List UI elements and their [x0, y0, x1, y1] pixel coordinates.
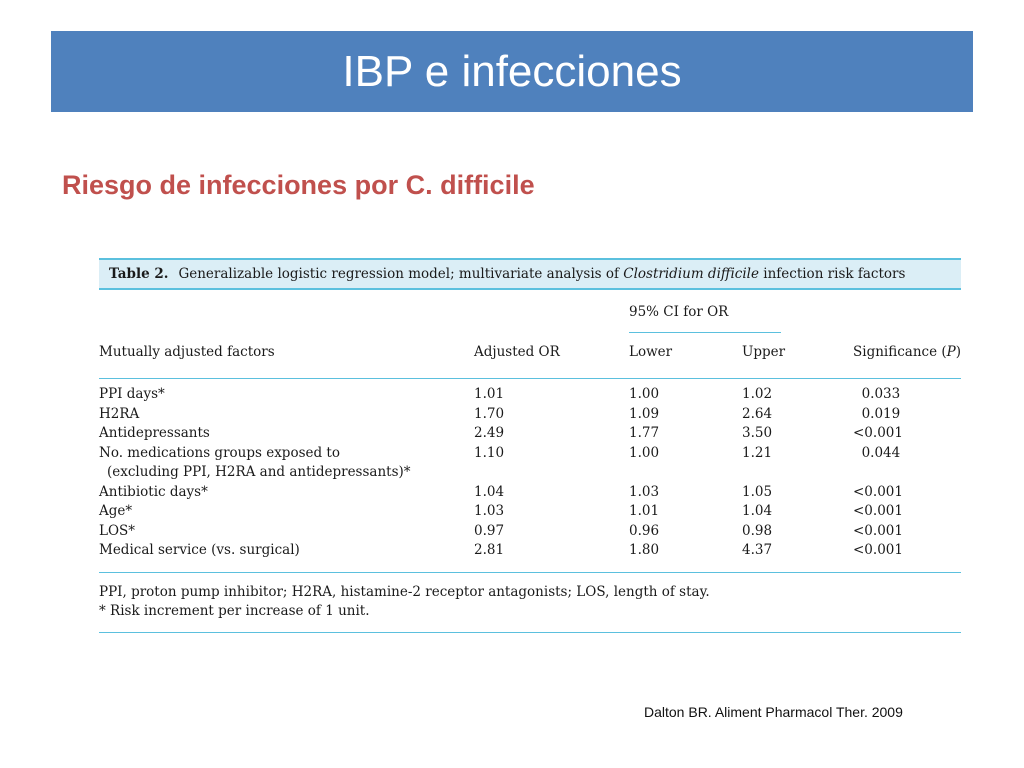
table-row: (excluding PPI, H2RA and antidepressants…: [99, 464, 961, 484]
header-lower: Lower: [629, 344, 673, 360]
cell-sig: 0.044: [853, 444, 901, 461]
cell-factor: Medical service (vs. surgical): [99, 542, 300, 558]
citation: Dalton BR. Aliment Pharmacol Ther. 2009: [644, 704, 903, 720]
table-header: 95% CI for OR Mutually adjusted factors …: [99, 290, 961, 379]
cell-sig: 0.019: [853, 405, 901, 422]
cell-upper: 2.64: [742, 405, 773, 422]
ci-header: 95% CI for OR: [629, 304, 729, 320]
cell-factor: LOS*: [99, 522, 136, 539]
cell-or: 1.01: [474, 386, 505, 402]
cell-sig: <0.001: [853, 503, 903, 519]
table-row: Antidepressants 2.49 1.77 3.50 <0.001: [99, 425, 961, 445]
table-body: PPI days* 1.01 1.00 1.02 0.033 H2RA 1.70 1.09 2…: [99, 379, 961, 573]
cell-upper: 1.05: [742, 483, 773, 500]
cell-upper: 3.50: [742, 425, 773, 441]
caption-text: Generalizable logistic regression model;…: [178, 266, 906, 282]
slide-title: IBP e infecciones: [342, 46, 682, 96]
slide-subtitle: Riesgo de infecciones por C. difficile: [62, 170, 535, 200]
table-row: LOS* 0.97 0.96 0.98 <0.001: [99, 523, 961, 543]
cell-factor: PPI days*: [99, 386, 165, 402]
cell-sig: <0.001: [853, 542, 903, 558]
header-upper: Upper: [742, 344, 786, 360]
table-caption: Table 2. Generalizable logistic regressi…: [99, 258, 961, 290]
cell-lower: 1.77: [629, 425, 660, 441]
table-footnotes: PPI, proton pump inhibitor; H2RA, histam…: [99, 573, 961, 633]
cell-factor: Age*: [99, 503, 133, 519]
cell-sig: <0.001: [853, 425, 903, 441]
cell-lower: 0.96: [629, 522, 660, 539]
cell-lower: 1.80: [629, 542, 660, 558]
cell-or: 1.70: [474, 405, 505, 422]
cell-upper: 4.37: [742, 542, 773, 558]
cell-sig: 0.033: [853, 386, 901, 402]
cell-or: 0.97: [474, 522, 505, 539]
footnote-risk: * Risk increment per increase of 1 unit.: [99, 603, 370, 619]
cell-or: 2.81: [474, 542, 505, 558]
footnote-abbreviations: PPI, proton pump inhibitor; H2RA, histam…: [99, 584, 710, 600]
table-row: No. medications groups exposed to 1.10 1.0…: [99, 445, 961, 465]
regression-table: Table 2. Generalizable logistic regressi…: [99, 258, 961, 633]
header-or: Adjusted OR: [474, 344, 560, 360]
cell-factor: Antibiotic days*: [99, 483, 208, 500]
cell-upper: 1.02: [742, 386, 773, 402]
cell-upper: 0.98: [742, 522, 773, 539]
title-bar: IBP e infecciones: [51, 31, 973, 112]
cell-factor: No. medications groups exposed to: [99, 444, 340, 461]
cell-factor: Antidepressants: [99, 425, 210, 441]
cell-factor: H2RA: [99, 405, 140, 422]
table-row: Age* 1.03 1.01 1.04 <0.001: [99, 503, 961, 523]
cell-upper: 1.04: [742, 503, 773, 519]
cell-lower: 1.00: [629, 386, 660, 402]
cell-sig: <0.001: [853, 483, 903, 500]
cell-upper: 1.21: [742, 444, 773, 461]
cell-factor: (excluding PPI, H2RA and antidepressants…: [107, 464, 411, 480]
cell-lower: 1.00: [629, 444, 660, 461]
cell-or: 1.04: [474, 483, 505, 500]
header-factor: Mutually adjusted factors: [99, 344, 275, 360]
cell-lower: 1.03: [629, 483, 660, 500]
ci-divider: [629, 332, 781, 333]
table-row: Antibiotic days* 1.04 1.03 1.05 <0.001: [99, 484, 961, 504]
cell-sig: <0.001: [853, 522, 903, 539]
cell-lower: 1.09: [629, 405, 660, 422]
cell-lower: 1.01: [629, 503, 660, 519]
caption-lead: Table 2.: [109, 266, 169, 282]
cell-or: 1.10: [474, 444, 505, 461]
table-row: H2RA 1.70 1.09 2.64 0.019: [99, 406, 961, 426]
table-row: Medical service (vs. surgical) 2.81 1.80 4.…: [99, 542, 961, 562]
cell-or: 1.03: [474, 503, 505, 519]
cell-or: 2.49: [474, 425, 505, 441]
header-significance: Significance (P): [853, 344, 962, 360]
table-row: PPI days* 1.01 1.00 1.02 0.033: [99, 386, 961, 406]
